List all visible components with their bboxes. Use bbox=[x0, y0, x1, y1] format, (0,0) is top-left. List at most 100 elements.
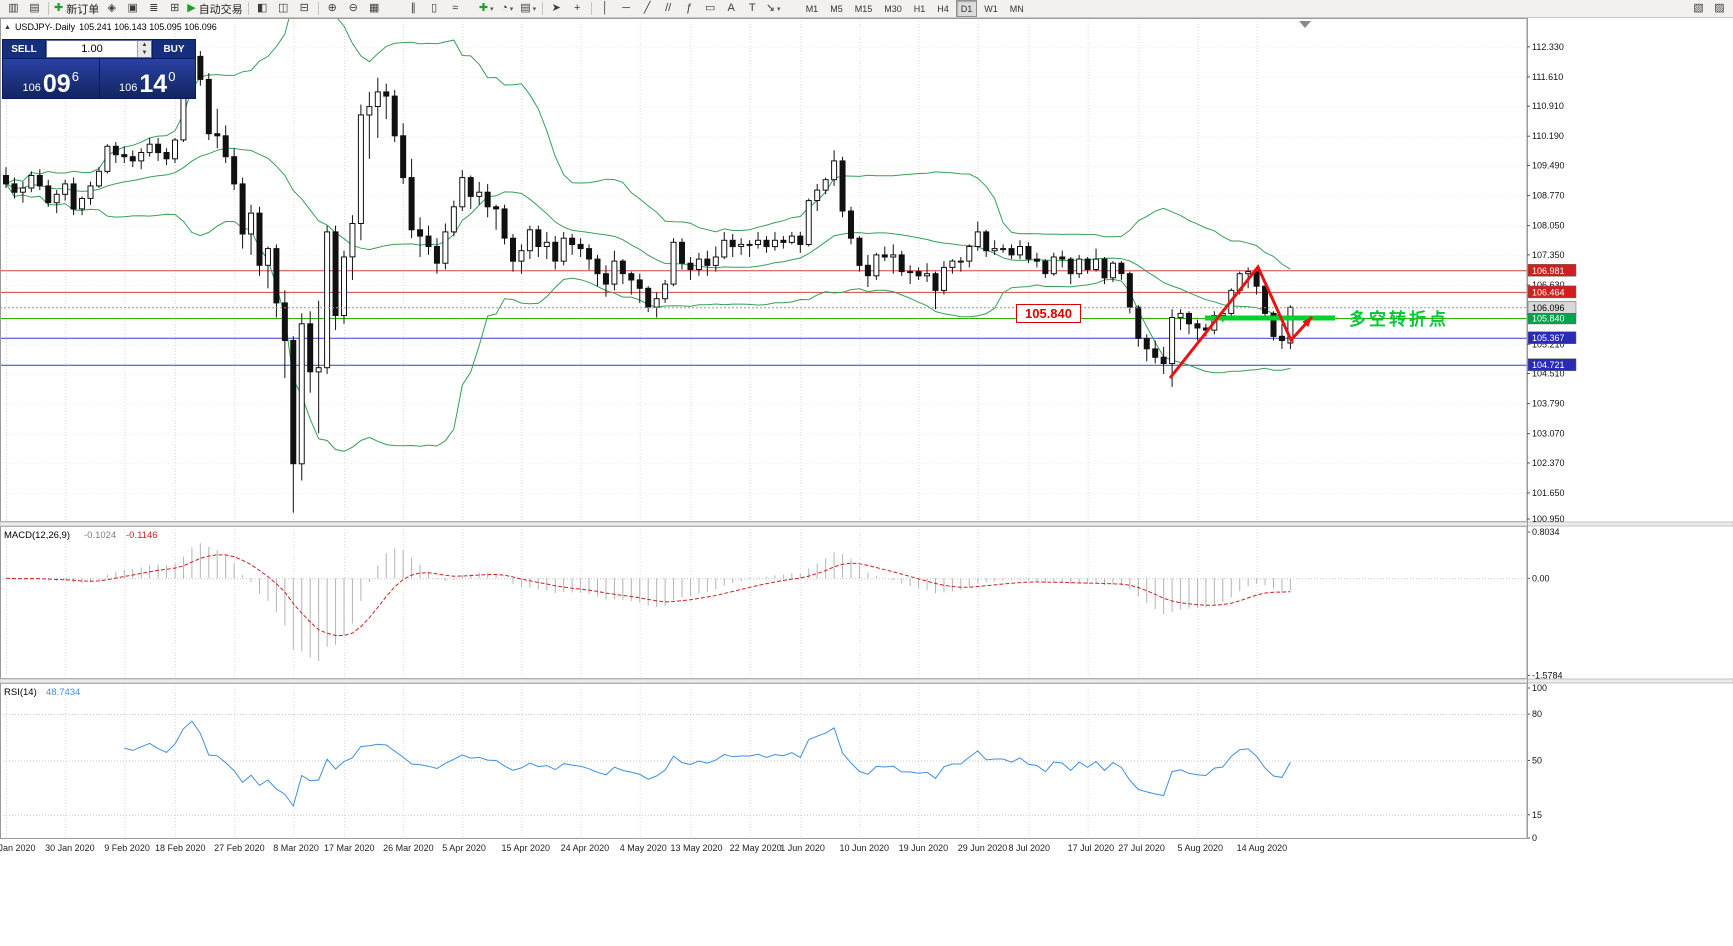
autotrading-button-label: 自动交易 bbox=[198, 3, 243, 16]
arrowhead-icon bbox=[1302, 317, 1312, 328]
rsi-pane: RSI(14) 48.7434 100 80 50 15 0 bbox=[0, 683, 1547, 843]
tf-m30-button[interactable]: M30 bbox=[884, 3, 902, 14]
buy-price-button[interactable]: 106 14 0 bbox=[99, 59, 195, 98]
tile-windows-icon[interactable]: ▦ bbox=[364, 1, 385, 16]
navigator-icon[interactable]: ≣ bbox=[143, 1, 164, 16]
vertical-line-icon: │ bbox=[601, 2, 609, 14]
price-axis[interactable]: 112.330 111.610 110.910 110.190 109.490 108.7… bbox=[1527, 42, 1577, 524]
svg-text:-0.1024: -0.1024 bbox=[84, 530, 116, 541]
data-window-icon[interactable]: ▣ bbox=[122, 1, 143, 16]
indicators-button[interactable]: ✚ ▾ bbox=[476, 1, 497, 16]
svg-text:102.370: 102.370 bbox=[1532, 458, 1565, 468]
tf-m1-button[interactable]: M1 bbox=[805, 3, 819, 14]
chart-title-symbol: USDJPY-.Daily bbox=[14, 22, 76, 32]
text-label-icon[interactable]: T bbox=[742, 1, 763, 16]
chart-window-icon[interactable]: ▧ bbox=[1688, 1, 1709, 16]
svg-text:MACD(12,26,9): MACD(12,26,9) bbox=[4, 530, 70, 541]
terminal-icon[interactable]: ⊞ bbox=[164, 1, 185, 16]
zoom-in-icon: ⊕ bbox=[327, 2, 337, 14]
candlestick-chart-icon[interactable]: ▯ bbox=[424, 1, 445, 16]
chart-shift-icon[interactable] bbox=[1299, 21, 1311, 28]
svg-text:8 Jul 2020: 8 Jul 2020 bbox=[1008, 843, 1050, 853]
svg-text:27 Jul 2020: 27 Jul 2020 bbox=[1118, 843, 1165, 853]
macd-pane: MACD(12,26,9) -0.1024 -0.1146 0.8034 0.00 -1.… bbox=[0, 527, 1563, 680]
svg-text:1 Jun 2020: 1 Jun 2020 bbox=[780, 843, 825, 853]
svg-text:50: 50 bbox=[1532, 756, 1542, 766]
crosshair-icon[interactable]: + bbox=[567, 1, 588, 16]
sell-price-button[interactable]: 106 09 6 bbox=[3, 59, 99, 98]
tf-h4-button[interactable]: H4 bbox=[937, 3, 949, 14]
channel-icon[interactable]: // bbox=[658, 1, 679, 16]
svg-text:104.510: 104.510 bbox=[1532, 369, 1565, 379]
vertical-line-icon[interactable]: │ bbox=[595, 1, 616, 16]
chart-annotations[interactable] bbox=[1168, 264, 1335, 379]
svg-text:24 Apr 2020: 24 Apr 2020 bbox=[561, 843, 610, 853]
one-click-collapse-icon[interactable]: ▲ bbox=[4, 23, 11, 31]
crosshair-icon: + bbox=[573, 2, 581, 14]
tile-horizontally-icon[interactable]: ◫ bbox=[273, 1, 294, 16]
turning-point-text-annotation[interactable]: 多空转折点 bbox=[1349, 310, 1449, 329]
toolbar-separator bbox=[317, 2, 319, 15]
docking-icon[interactable]: ▨ bbox=[1709, 1, 1730, 16]
tf-m5-button[interactable]: M5 bbox=[830, 3, 843, 14]
svg-text:30 Jan 2020: 30 Jan 2020 bbox=[45, 843, 95, 853]
svg-text:103.070: 103.070 bbox=[1532, 429, 1565, 439]
svg-text:104.721: 104.721 bbox=[1532, 360, 1565, 370]
zoom-out-icon[interactable]: ⊖ bbox=[343, 1, 364, 16]
horizontal-line-objects[interactable] bbox=[0, 270, 1527, 366]
chart-profiles-icon[interactable]: ▤ bbox=[24, 1, 45, 16]
tf-m15-button[interactable]: M15 bbox=[854, 3, 873, 14]
toolbar: ▥ ▤ ✚ 新订单 ◈ ▣ ≣ ⊞ ▶ 自动交易 ◧ ◫ ⊟ ⊕ ⊖ ▦ ∥ ▯ ≈ ✚ ▾ ◔ ▾ ▤ ▾ ➤ + │ ─ ╱//ƒ ▭ A… bbox=[0, 0, 1733, 18]
tf-w1-button[interactable]: W1 bbox=[984, 3, 998, 14]
tile-vertically-icon[interactable]: ⊟ bbox=[294, 1, 315, 16]
new-chart-icon: ▥ bbox=[8, 2, 19, 14]
svg-text:48.7434: 48.7434 bbox=[46, 687, 80, 698]
shapes-icon[interactable]: ▭ bbox=[700, 1, 721, 16]
volume-value[interactable]: 1.00 bbox=[81, 43, 103, 55]
svg-text:106.981: 106.981 bbox=[1532, 266, 1565, 276]
autotrading-button[interactable]: ▶ 自动交易 bbox=[185, 1, 244, 16]
market-watch-icon[interactable]: ◈ bbox=[101, 1, 122, 16]
cursor-icon[interactable]: ➤ bbox=[546, 1, 567, 16]
volume-field[interactable]: 1.00 ▲ ▼ bbox=[46, 40, 152, 58]
chevron-down-icon: ▾ bbox=[509, 5, 514, 13]
svg-text:110.910: 110.910 bbox=[1532, 101, 1564, 111]
arrows-button[interactable]: ↘ ▾ bbox=[763, 1, 784, 16]
chart-title-ohlc: 105.241 106.143 105.095 106.096 bbox=[79, 22, 217, 32]
trendline-icon[interactable]: ╱ bbox=[637, 1, 658, 16]
new-chart-icon[interactable]: ▥ bbox=[3, 1, 24, 16]
buy-label-button[interactable]: BUY bbox=[153, 40, 195, 58]
price-chart[interactable]: MACD(12,26,9) -0.1024 -0.1146 0.8034 0.00 -1.… bbox=[0, 18, 1733, 946]
fibonacci-icon[interactable]: ƒ bbox=[679, 1, 700, 16]
tf-h1-button[interactable]: H1 bbox=[913, 3, 926, 14]
periods-button[interactable]: ◔ ▾ bbox=[497, 1, 518, 16]
text-icon: A bbox=[727, 2, 735, 14]
chart-profiles-icon: ▤ bbox=[29, 2, 40, 14]
sell-price-big: 09 bbox=[42, 70, 71, 98]
svg-text:5 Aug 2020: 5 Aug 2020 bbox=[1177, 843, 1223, 853]
svg-text:100: 100 bbox=[1532, 683, 1547, 693]
volume-up-icon[interactable]: ▲ bbox=[138, 41, 151, 49]
sell-label-button[interactable]: SELL bbox=[3, 40, 45, 58]
grid-lines bbox=[0, 18, 1527, 838]
text-icon[interactable]: A bbox=[721, 1, 742, 16]
templates-button[interactable]: ▤ ▾ bbox=[518, 1, 539, 16]
svg-text:106.630: 106.630 bbox=[1532, 280, 1565, 290]
svg-text:110.190: 110.190 bbox=[1532, 131, 1564, 141]
svg-text:9 Feb 2020: 9 Feb 2020 bbox=[104, 843, 150, 853]
svg-text:15 Apr 2020: 15 Apr 2020 bbox=[501, 843, 550, 853]
horizontal-line-icon[interactable]: ─ bbox=[616, 1, 637, 16]
bar-chart-icon[interactable]: ∥ bbox=[403, 1, 424, 16]
volume-down-icon[interactable]: ▼ bbox=[138, 49, 151, 57]
new-order-button[interactable]: ✚ 新订单 bbox=[52, 1, 101, 16]
volume-stepper[interactable]: ▲ ▼ bbox=[137, 41, 151, 57]
tf-d1-button[interactable]: D1 bbox=[955, 0, 978, 17]
zoom-in-icon[interactable]: ⊕ bbox=[322, 1, 343, 16]
toolbar-separator bbox=[247, 2, 249, 15]
line-chart-icon[interactable]: ≈ bbox=[445, 1, 466, 16]
cascade-windows-icon[interactable]: ◧ bbox=[252, 1, 273, 16]
price-label-annotation[interactable]: 105.840 bbox=[1016, 304, 1081, 323]
svg-text:103.790: 103.790 bbox=[1532, 399, 1565, 409]
time-axis[interactable]: 21 Jan 2020 30 Jan 2020 9 Feb 2020 18 Feb 2… bbox=[0, 843, 1287, 853]
tf-mn-button[interactable]: MN bbox=[1009, 3, 1024, 14]
